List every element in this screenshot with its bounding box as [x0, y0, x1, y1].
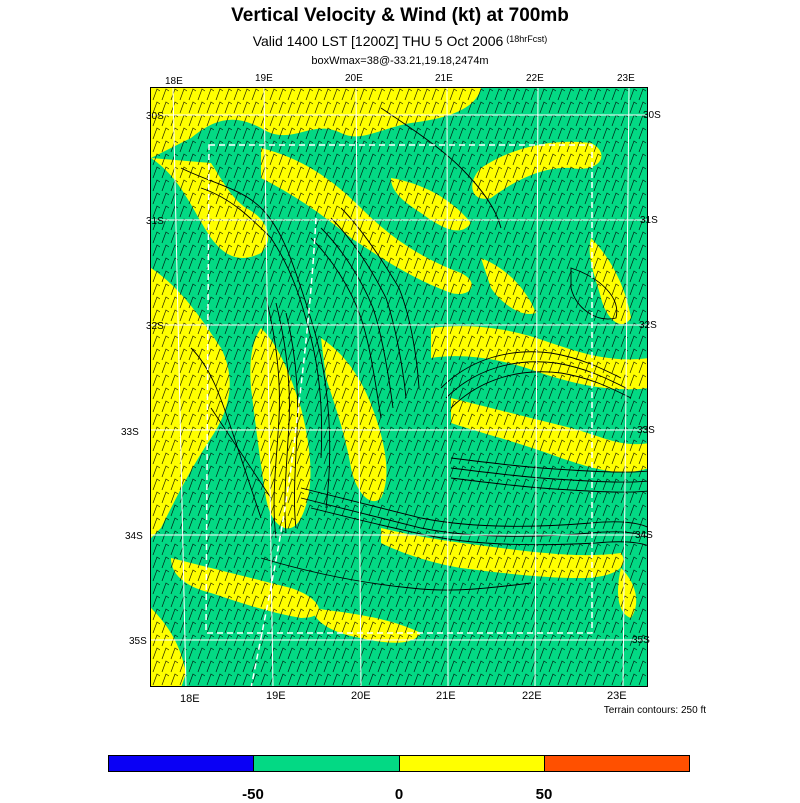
terrain-contour	[450, 477, 647, 493]
grid-line	[622, 88, 630, 686]
terrain-contour	[180, 167, 331, 509]
left-lat-label: 32S	[146, 321, 164, 332]
terrain-contour	[285, 312, 299, 529]
box-info: boxWmax=38@-33.21,19.18,2474m	[311, 55, 489, 67]
map-graphic	[151, 88, 647, 686]
terrain-contour	[260, 557, 532, 591]
grid-line	[355, 88, 362, 686]
map-subtitle: Valid 1400 LST [1200Z] THU 5 Oct 2006 (18…	[0, 33, 800, 49]
right-lat-label: 35S	[632, 635, 650, 646]
analysis-box	[205, 144, 593, 634]
colorbar-label: -50	[242, 786, 264, 803]
grid-line	[534, 88, 539, 686]
colorbar-segment	[254, 756, 400, 771]
terrain-contour	[380, 107, 502, 229]
top-lon-label: 21E	[435, 73, 453, 84]
terrain-contour	[320, 227, 394, 409]
bottom-lon-label: 18E	[180, 693, 200, 705]
coastline	[250, 217, 317, 686]
colorbar-label: 50	[535, 786, 553, 803]
top-lon-label: 23E	[617, 73, 635, 84]
colorbar	[108, 755, 690, 772]
terrain-contour	[310, 507, 647, 546]
valid-time: Valid 1400 LST [1200Z] THU 5 Oct 2006	[252, 33, 504, 49]
right-lat-label: 34S	[635, 530, 653, 541]
colorbar-label: 0	[394, 786, 404, 803]
grid-line	[172, 88, 187, 686]
left-lat-label: 30S	[146, 111, 164, 122]
terrain-contour	[210, 407, 272, 499]
terrain-contour	[190, 347, 262, 519]
bottom-lon-label: 20E	[351, 690, 371, 702]
bottom-lon-label: 23E	[607, 690, 627, 702]
terrain-contour	[310, 237, 382, 419]
top-lon-label: 22E	[526, 73, 544, 84]
terrain-contour	[440, 351, 622, 389]
right-lat-label: 30S	[643, 110, 661, 121]
top-lon-label: 20E	[345, 73, 363, 84]
wind-barbs	[151, 88, 647, 686]
terrain-contour	[450, 371, 632, 409]
map-title: Vertical Velocity & Wind (kt) at 700mb	[231, 5, 569, 26]
bottom-lon-label: 21E	[436, 690, 456, 702]
map-panel	[150, 87, 648, 687]
terrain-contour	[450, 457, 647, 473]
colorbar-segment	[544, 756, 689, 771]
terrain-contour	[200, 187, 323, 459]
left-lat-label: 35S	[129, 636, 147, 647]
terrain-contour	[570, 267, 618, 320]
left-lat-label: 31S	[146, 216, 164, 227]
left-lat-label: 34S	[125, 531, 143, 542]
left-lat-label: 33S	[121, 427, 139, 438]
right-lat-label: 33S	[637, 425, 655, 436]
terrain-contour	[275, 302, 290, 534]
terrain-contour	[265, 297, 280, 539]
terrain-contour	[300, 487, 647, 528]
right-lat-label: 31S	[640, 215, 658, 226]
colorbar-segment	[399, 756, 545, 771]
terrain-contour	[445, 361, 627, 399]
terrain-contour	[340, 207, 420, 389]
top-lon-label: 18E	[165, 76, 183, 87]
bottom-lon-label: 22E	[522, 690, 542, 702]
grid-line	[446, 88, 449, 686]
terrain-note: Terrain contours: 250 ft	[603, 705, 706, 716]
right-lat-label: 32S	[639, 320, 657, 331]
top-lon-label: 19E	[255, 73, 273, 84]
bottom-lon-label: 19E	[266, 690, 286, 702]
terrain-contour	[450, 467, 647, 483]
colorbar-segment	[109, 756, 255, 771]
forecast-hour: (18hrFcst)	[506, 34, 548, 44]
terrain-contour	[330, 217, 407, 399]
